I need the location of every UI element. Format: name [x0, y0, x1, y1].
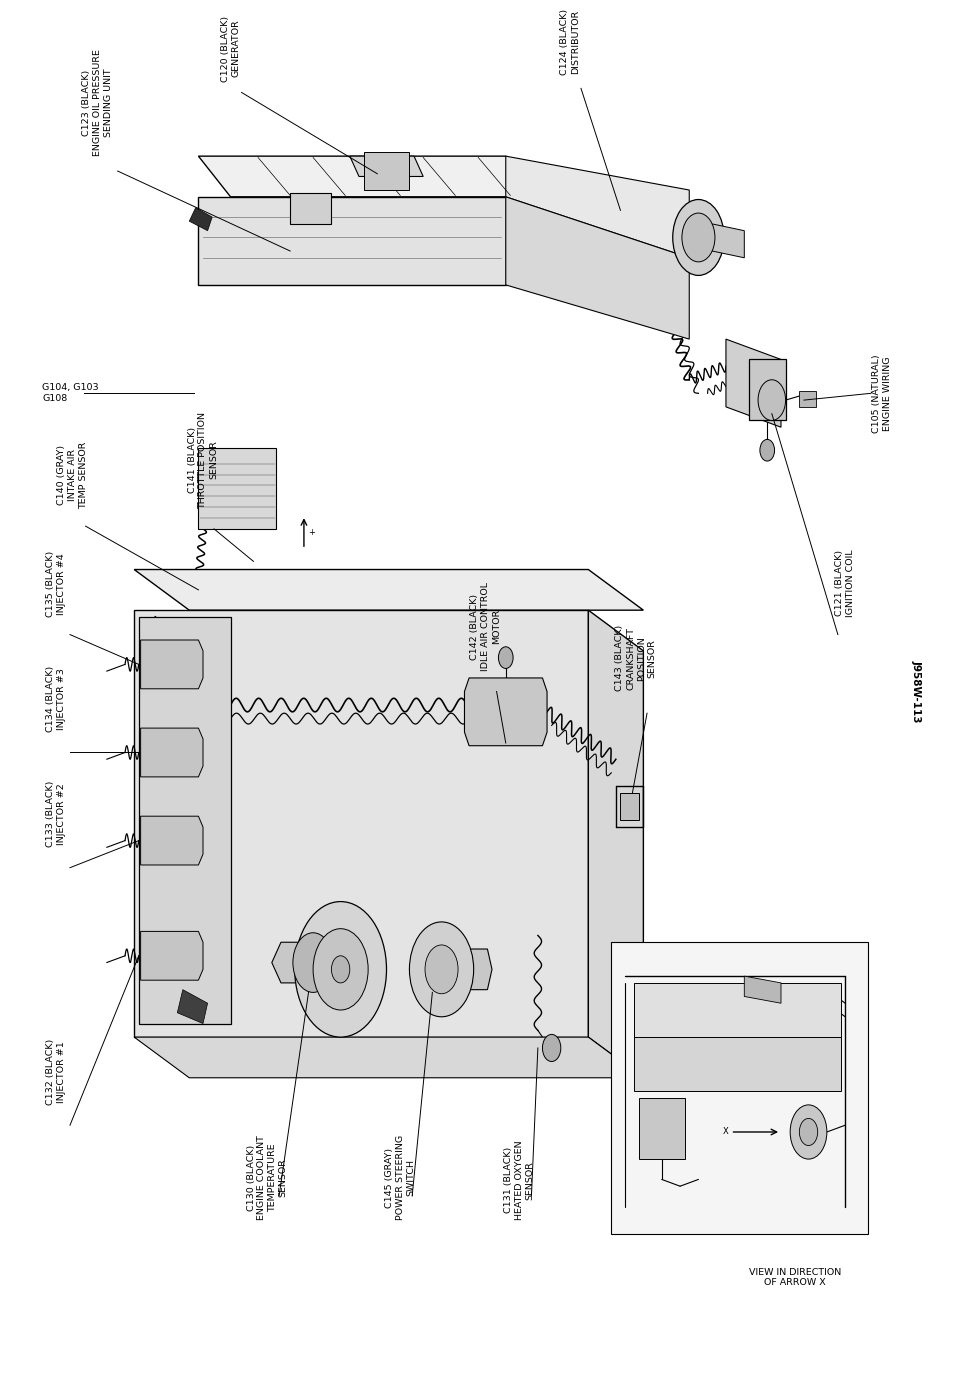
- Text: C124 (BLACK)
DISTRIBUTOR: C124 (BLACK) DISTRIBUTOR: [560, 8, 580, 75]
- Text: C140 (GRAY)
INTAKE AIR
TEMP SENSOR: C140 (GRAY) INTAKE AIR TEMP SENSOR: [58, 441, 88, 509]
- Text: C145 (GRAY)
POWER STEERING
SWITCH: C145 (GRAY) POWER STEERING SWITCH: [385, 1135, 416, 1220]
- Polygon shape: [506, 156, 689, 257]
- Polygon shape: [589, 610, 643, 1077]
- Circle shape: [425, 945, 458, 994]
- Text: X: X: [723, 1127, 729, 1137]
- Polygon shape: [198, 196, 506, 285]
- Text: C141 (BLACK)
THROTTLE POSITION
SENSOR: C141 (BLACK) THROTTLE POSITION SENSOR: [187, 412, 219, 509]
- FancyBboxPatch shape: [639, 1098, 685, 1159]
- Circle shape: [499, 647, 513, 668]
- Text: C105 (NATURAL)
ENGINE WIRING: C105 (NATURAL) ENGINE WIRING: [872, 354, 892, 433]
- Polygon shape: [198, 156, 543, 196]
- Polygon shape: [189, 207, 212, 231]
- Text: C123 (BLACK)
ENGINE OIL PRESSURE
SENDING UNIT: C123 (BLACK) ENGINE OIL PRESSURE SENDING…: [82, 50, 113, 156]
- Polygon shape: [506, 196, 689, 339]
- Text: C130 (BLACK)
ENGINE COOLANT
TEMPERATURE
SENSOR: C130 (BLACK) ENGINE COOLANT TEMPERATURE …: [247, 1135, 288, 1220]
- FancyBboxPatch shape: [611, 942, 869, 1234]
- Text: C133 (BLACK)
INJECTOR #2: C133 (BLACK) INJECTOR #2: [46, 781, 66, 848]
- Circle shape: [293, 932, 333, 993]
- Circle shape: [313, 929, 368, 1010]
- Text: C120 (BLACK)
GENERATOR: C120 (BLACK) GENERATOR: [221, 15, 240, 82]
- Text: C134 (BLACK)
INJECTOR #3: C134 (BLACK) INJECTOR #3: [46, 665, 66, 732]
- Polygon shape: [141, 931, 203, 981]
- Circle shape: [672, 199, 724, 275]
- Circle shape: [760, 440, 775, 461]
- Polygon shape: [465, 678, 547, 745]
- Polygon shape: [134, 1037, 643, 1077]
- FancyBboxPatch shape: [749, 360, 786, 420]
- Text: C131 (BLACK)
HEATED OXYGEN
SENSOR: C131 (BLACK) HEATED OXYGEN SENSOR: [505, 1141, 535, 1220]
- Text: C132 (BLACK)
INJECTOR #1: C132 (BLACK) INJECTOR #1: [46, 1039, 66, 1105]
- Polygon shape: [410, 949, 492, 990]
- Text: J958W-113: J958W-113: [912, 660, 921, 723]
- Polygon shape: [271, 942, 354, 983]
- Polygon shape: [134, 610, 589, 1037]
- Circle shape: [543, 1034, 561, 1062]
- Text: C143 (BLACK)
CRANKSHAFT
POSITION
SENSOR: C143 (BLACK) CRANKSHAFT POSITION SENSOR: [616, 625, 657, 692]
- Circle shape: [791, 1105, 827, 1159]
- Circle shape: [682, 213, 715, 261]
- Polygon shape: [634, 983, 840, 1037]
- Circle shape: [295, 902, 386, 1037]
- Polygon shape: [712, 224, 745, 257]
- Text: VIEW IN DIRECTION
OF ARROW X: VIEW IN DIRECTION OF ARROW X: [749, 1267, 841, 1288]
- Polygon shape: [349, 156, 424, 177]
- Polygon shape: [141, 727, 203, 777]
- Circle shape: [799, 1119, 818, 1145]
- Text: C121 (BLACK)
IGNITION COIL: C121 (BLACK) IGNITION COIL: [835, 549, 855, 617]
- Circle shape: [410, 922, 473, 1017]
- Polygon shape: [134, 570, 643, 610]
- Polygon shape: [745, 976, 781, 1003]
- Text: +: +: [308, 528, 315, 538]
- Polygon shape: [141, 816, 203, 864]
- Polygon shape: [141, 640, 203, 689]
- Circle shape: [332, 956, 349, 983]
- Polygon shape: [726, 339, 781, 427]
- Polygon shape: [634, 1037, 840, 1091]
- Polygon shape: [290, 192, 332, 224]
- FancyBboxPatch shape: [363, 152, 410, 189]
- FancyBboxPatch shape: [799, 390, 816, 407]
- Text: C142 (BLACK)
IDLE AIR CONTROL
MOTOR: C142 (BLACK) IDLE AIR CONTROL MOTOR: [470, 582, 501, 671]
- FancyBboxPatch shape: [198, 448, 276, 528]
- Polygon shape: [139, 617, 230, 1023]
- Text: G104, G103
G108: G104, G103 G108: [43, 383, 100, 404]
- Text: C135 (BLACK)
INJECTOR #4: C135 (BLACK) INJECTOR #4: [46, 550, 66, 617]
- Polygon shape: [178, 990, 208, 1023]
- Circle shape: [758, 380, 786, 420]
- FancyBboxPatch shape: [621, 792, 639, 820]
